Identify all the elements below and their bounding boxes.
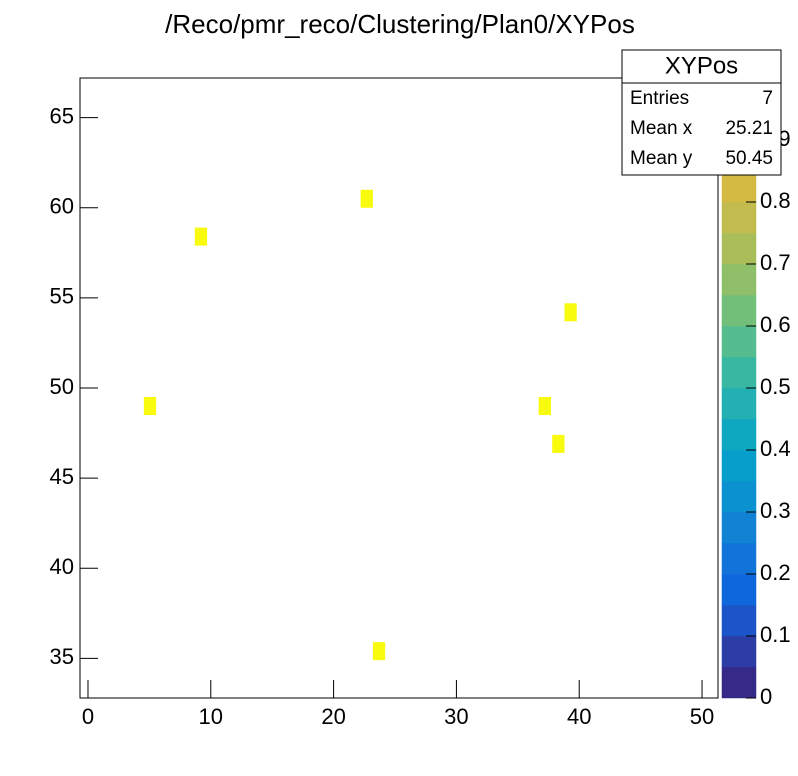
colorbar-band	[721, 325, 757, 358]
colorbar-band	[721, 635, 757, 668]
z-tick-label: 0.4	[760, 436, 791, 461]
colorbar-band	[721, 418, 757, 451]
y-tick-label: 60	[50, 194, 74, 219]
colorbar-band	[721, 666, 757, 699]
cell	[360, 189, 373, 208]
z-tick-label: 0.5	[760, 374, 791, 399]
x-tick-label: 40	[567, 704, 591, 729]
colorbar-band	[721, 356, 757, 389]
x-tick-label: 30	[444, 704, 468, 729]
stats-value: 25.21	[725, 118, 773, 139]
y-tick-label: 45	[50, 464, 74, 489]
stats-title: XYPos	[665, 52, 738, 79]
y-tick-label: 65	[50, 103, 74, 128]
cell	[143, 397, 157, 416]
x-tick-label: 10	[199, 704, 223, 729]
x-tick-label: 20	[321, 704, 345, 729]
stats-label: Mean y	[630, 148, 693, 169]
cell	[552, 434, 565, 453]
chart-title: /Reco/pmr_reco/Clustering/Plan0/XYPos	[165, 9, 635, 39]
z-tick-label: 0.8	[760, 188, 791, 213]
z-tick-label: 0.1	[760, 622, 791, 647]
cell	[194, 227, 208, 246]
colorbar-band	[721, 542, 757, 575]
stats-value: 7	[762, 88, 773, 109]
cell	[372, 642, 386, 661]
colorbar-band	[721, 511, 757, 544]
x-tick-label: 0	[82, 704, 94, 729]
z-tick-label: 0.7	[760, 250, 791, 275]
colorbar-band	[721, 480, 757, 513]
x-tick-label: 50	[690, 704, 714, 729]
stats-label: Mean x	[630, 118, 693, 139]
colorbar-band	[721, 449, 757, 482]
y-tick-label: 50	[50, 374, 74, 399]
colorbar-band	[721, 294, 757, 327]
colorbar-band	[721, 263, 757, 296]
colorbar-band	[721, 201, 757, 234]
cell	[564, 303, 577, 322]
colorbar-band	[721, 170, 757, 203]
stats-label: Entries	[630, 88, 689, 109]
colorbar-band	[721, 387, 757, 420]
stats-box	[621, 49, 782, 176]
z-tick-label: 0.6	[760, 312, 791, 337]
colorbar-band	[721, 232, 757, 265]
z-tick-label: 0	[760, 684, 772, 709]
colorbar-band	[721, 604, 757, 637]
y-tick-label: 55	[50, 284, 74, 309]
cell	[538, 397, 551, 416]
stats-value: 50.45	[725, 148, 773, 169]
z-tick-label: 0.2	[760, 560, 791, 585]
z-tick-label: 0.3	[760, 498, 791, 523]
colorbar-band	[721, 573, 757, 606]
y-tick-label: 40	[50, 554, 74, 579]
y-tick-label: 35	[50, 644, 74, 669]
